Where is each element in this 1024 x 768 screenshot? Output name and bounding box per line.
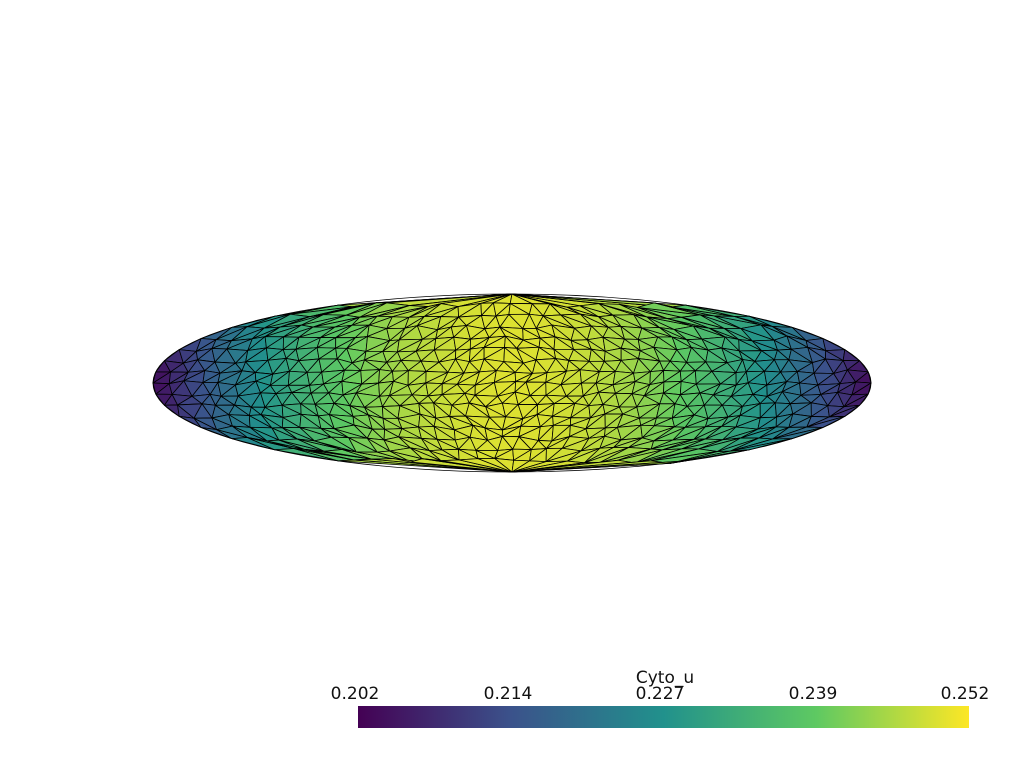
scalar-bar-tick-label: 0.252 — [940, 684, 990, 704]
mesh-boundary — [152, 293, 872, 473]
scalar-bar-tick-label: 0.239 — [788, 684, 838, 704]
colormap-strip — [358, 706, 969, 728]
scalar-bar-tick-label: 0.202 — [330, 684, 380, 704]
triangle-mesh — [152, 293, 872, 473]
mesh-triangle — [842, 349, 860, 362]
scalar-bar-title: Cyto_u — [635, 668, 695, 688]
scalar-bar-tick-label: 0.227 — [635, 684, 685, 704]
scalar-bar: Cyto_u 0.202 0.214 0.227 0.239 0.252 — [330, 668, 1000, 732]
scalar-bar-tick-label: 0.214 — [483, 684, 533, 704]
